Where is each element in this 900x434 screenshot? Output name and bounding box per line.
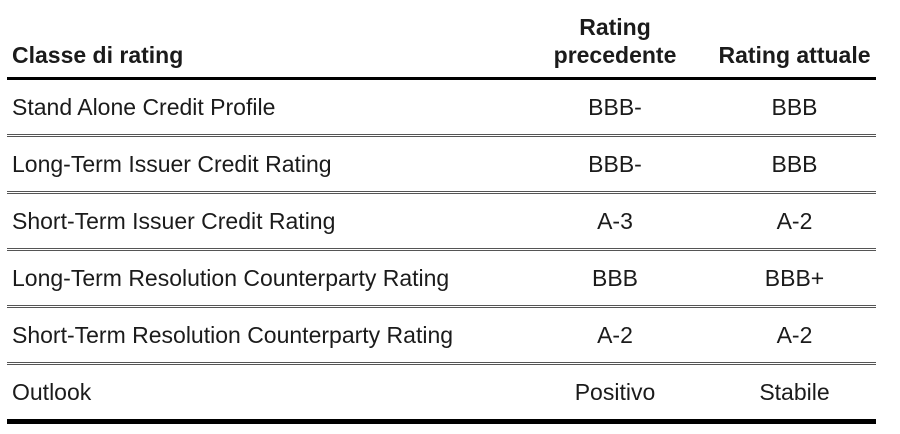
table-row: Short-Term Resolution Counterparty Ratin… xyxy=(7,306,876,365)
current-rating-cell: BBB xyxy=(713,135,876,194)
header-rating-attuale-label: Rating attuale xyxy=(718,42,871,69)
header-classe-di-rating: Classe di rating xyxy=(7,0,517,80)
current-rating-cell: A-2 xyxy=(713,306,876,365)
table-header-row: Classe di rating Rating precedente Ratin… xyxy=(7,0,876,80)
current-rating-cell: BBB xyxy=(713,78,876,137)
table-row: Stand Alone Credit Profile BBB- BBB xyxy=(7,78,876,137)
header-rating-precedente-label: Rating precedente xyxy=(553,13,677,69)
table-row: Long-Term Issuer Credit Rating BBB- BBB xyxy=(7,135,876,194)
table-row: Long-Term Resolution Counterparty Rating… xyxy=(7,249,876,308)
rating-class-cell: Long-Term Issuer Credit Rating xyxy=(7,135,517,194)
rating-class-cell: Short-Term Issuer Credit Rating xyxy=(7,192,517,251)
current-rating-cell: BBB+ xyxy=(713,249,876,308)
previous-rating-cell: Positivo xyxy=(517,363,713,424)
header-rating-precedente: Rating precedente xyxy=(517,0,713,80)
previous-rating-cell: BBB- xyxy=(517,78,713,137)
previous-rating-cell: BBB- xyxy=(517,135,713,194)
rating-table: Classe di rating Rating precedente Ratin… xyxy=(7,0,876,424)
rating-class-cell: Outlook xyxy=(7,363,517,424)
current-rating-cell: Stabile xyxy=(713,363,876,424)
previous-rating-cell: BBB xyxy=(517,249,713,308)
rating-class-cell: Short-Term Resolution Counterparty Ratin… xyxy=(7,306,517,365)
table-row: Outlook Positivo Stabile xyxy=(7,363,876,424)
current-rating-cell: A-2 xyxy=(713,192,876,251)
rating-class-cell: Long-Term Resolution Counterparty Rating xyxy=(7,249,517,308)
previous-rating-cell: A-2 xyxy=(517,306,713,365)
header-rating-attuale: Rating attuale xyxy=(713,0,876,80)
previous-rating-cell: A-3 xyxy=(517,192,713,251)
table-row: Short-Term Issuer Credit Rating A-3 A-2 xyxy=(7,192,876,251)
rating-class-cell: Stand Alone Credit Profile xyxy=(7,78,517,137)
